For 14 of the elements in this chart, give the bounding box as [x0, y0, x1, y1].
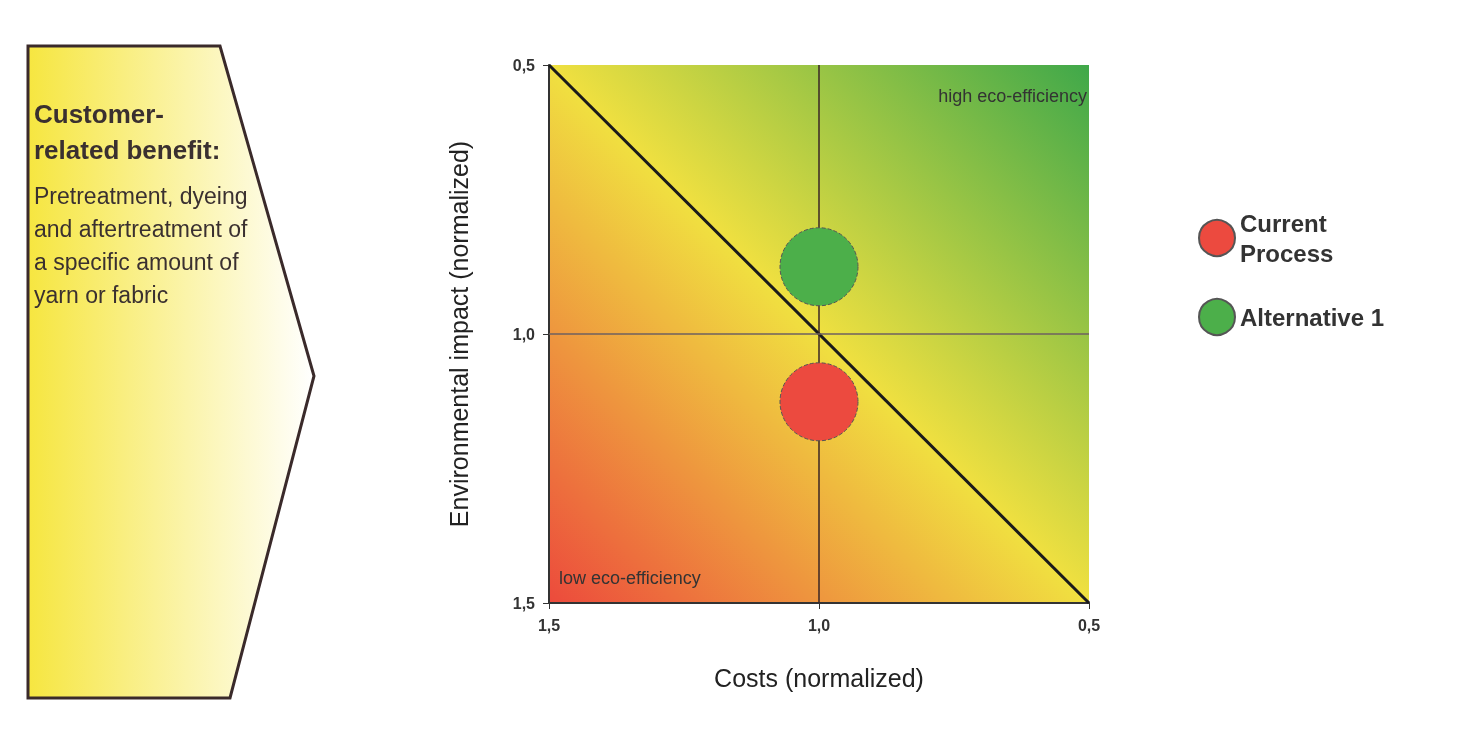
- y-tick-label: 1,5: [512, 594, 536, 612]
- y-tick-label: 1,0: [512, 325, 536, 343]
- x-tick-label: 0,5: [1077, 616, 1101, 634]
- y-tick-label: 0,5: [512, 56, 536, 74]
- text: Pretreatment, dyeing and aftertreatment of a specific amount of yarn or fabric: [34, 182, 249, 310]
- annotation: high eco-efficiency: [938, 86, 1088, 106]
- y-axis-title: Environmental impact (normalized): [444, 140, 473, 528]
- x-tick-label: 1,5: [537, 616, 561, 634]
- x-tick-label: 1,0: [807, 616, 831, 634]
- annotation: low eco-efficiency: [559, 568, 701, 588]
- x-axis-title: Costs (normalized): [714, 663, 924, 692]
- text: Customer-related benefit:: [34, 98, 222, 167]
- legend-label: Current Process: [1240, 209, 1334, 267]
- legend-label: Alternative 1: [1240, 303, 1385, 331]
